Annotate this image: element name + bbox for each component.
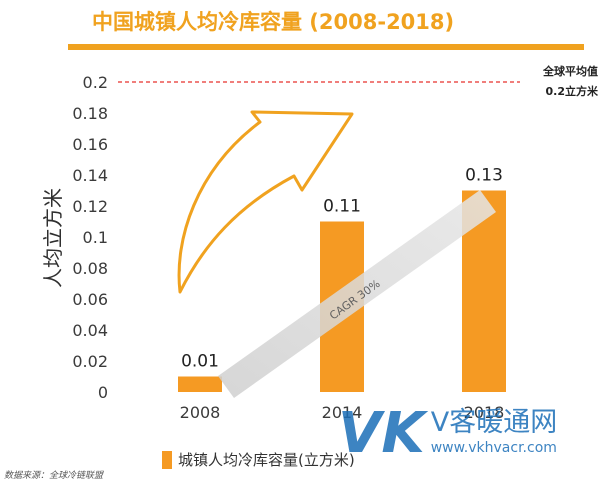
cagr-band [218, 190, 496, 398]
title-underline [68, 44, 584, 50]
chart-title: 中国城镇人均冷库容量 (2008-2018) [92, 10, 455, 34]
y-tick-label: 0.18 [72, 104, 108, 123]
y-tick-label: 0.02 [72, 352, 108, 371]
y-tick-label: 0.1 [83, 228, 108, 247]
bar-2008 [178, 376, 222, 392]
y-axis-label: 人均立方米 [41, 188, 65, 288]
growth-arrow-icon [177, 110, 354, 294]
data-label: 0.01 [181, 352, 219, 372]
global-average-value: 0.2立方米 [546, 84, 599, 98]
y-tick-label: 0.16 [72, 135, 108, 154]
data-label: 0.11 [323, 197, 361, 217]
y-tick-label: 0 [98, 383, 108, 402]
legend: 城镇人均冷库容量(立方米) [162, 449, 355, 470]
data-label: 0.13 [465, 166, 503, 186]
y-tick-label: 0.12 [72, 197, 108, 216]
legend-label: 城镇人均冷库容量(立方米) [178, 451, 355, 469]
legend-swatch [162, 450, 172, 469]
watermark: VK V客暖通网 www.vkhvacr.com [338, 406, 557, 462]
y-tick-label: 0.14 [72, 166, 108, 185]
watermark-logo: VK [338, 401, 425, 466]
y-tick-label: 0.2 [83, 73, 108, 92]
y-tick-label: 0.08 [72, 259, 108, 278]
global-average-label: 全球平均值 [542, 64, 598, 78]
y-tick-label: 0.06 [72, 290, 108, 309]
source-note: 数据来源：全球冷链联盟 [4, 471, 104, 481]
watermark-url: www.vkhvacr.com [430, 440, 557, 456]
x-tick-label: 2018 [464, 403, 505, 422]
x-tick-label: 2008 [180, 403, 221, 422]
y-tick-label: 0.04 [72, 321, 108, 340]
watermark-brand: V客暖通网 [430, 407, 558, 438]
x-tick-label: 2014 [322, 403, 363, 422]
